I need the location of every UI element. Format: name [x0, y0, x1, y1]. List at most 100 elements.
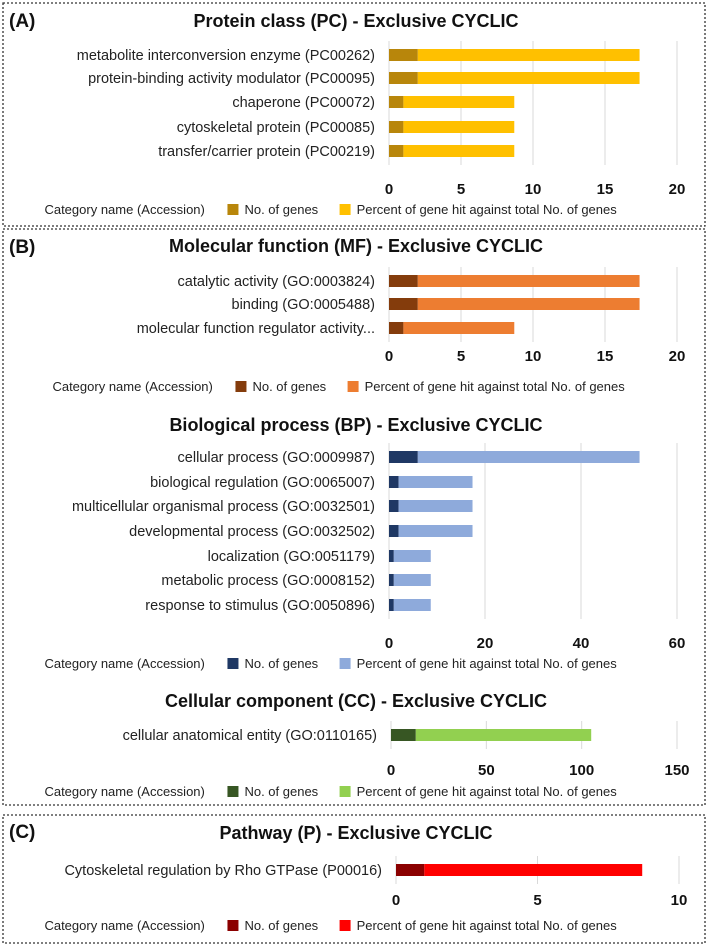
bar-percent-gene-hit: [393, 599, 431, 611]
bar-percent-gene-hit: [398, 500, 473, 512]
category-label: transfer/carrier protein (PC00219): [158, 144, 375, 160]
category-label: response to stimulus (GO:0050896): [145, 598, 375, 614]
bar-percent-gene-hit: [393, 550, 431, 562]
category-label: developmental process (GO:0032502): [129, 524, 375, 540]
legend-category-label: Category name (Accession): [44, 656, 204, 671]
bar-percent-gene-hit: [403, 96, 515, 108]
x-tick-label: 5: [533, 892, 541, 909]
category-label: cytoskeletal protein (PC00085): [177, 120, 375, 136]
legend-swatch-no-of-genes: [227, 658, 239, 669]
bar-no-of-genes: [389, 599, 394, 611]
panel-label-a: (A): [9, 11, 35, 32]
chart-title: Pathway (P) - Exclusive CYCLIC: [219, 823, 492, 843]
x-tick-label: 50: [478, 762, 495, 779]
legend-swatch-no-of-genes: [235, 381, 247, 392]
legend-category-label: Category name (Accession): [44, 918, 204, 933]
x-tick-label: 40: [573, 635, 590, 652]
category-label: cellular anatomical entity (GO:0110165): [123, 728, 377, 744]
bar-percent-gene-hit: [403, 145, 515, 157]
bar-no-of-genes: [389, 500, 399, 512]
bar-no-of-genes: [389, 49, 418, 61]
legend-category-label: Category name (Accession): [52, 379, 212, 394]
legend-category-label: Category name (Accession): [44, 202, 204, 217]
x-tick-label: 0: [392, 892, 400, 909]
bar-percent-gene-hit: [417, 49, 640, 61]
charts-layer: Protein class (PC) - Exclusive CYCLIC 0 5 1…: [44, 11, 689, 933]
legend-label-percent: Percent of gene hit against total No. of…: [357, 656, 618, 671]
x-tick-label: 0: [385, 181, 393, 198]
bar-no-of-genes: [389, 451, 418, 463]
x-tick-label: 20: [669, 181, 686, 198]
panel-label-c: (C): [9, 822, 35, 843]
legend-swatch-percent: [347, 381, 359, 392]
bar-no-of-genes: [389, 145, 404, 157]
legend-category-label: Category name (Accession): [44, 784, 204, 799]
legend-swatch-percent: [339, 920, 351, 931]
x-tick-label: 0: [387, 762, 395, 779]
chart-title: Molecular function (MF) - Exclusive CYCL…: [169, 236, 543, 256]
category-label: molecular function regulator activity...: [137, 321, 375, 337]
category-label: cellular process (GO:0009987): [178, 450, 375, 466]
bar-no-of-genes: [389, 275, 418, 287]
x-tick-label: 150: [664, 762, 689, 779]
bar-no-of-genes: [391, 729, 416, 741]
chart-title: Biological process (BP) - Exclusive CYCL…: [169, 415, 542, 435]
category-label: Cytoskeletal regulation by Rho GTPase (P…: [64, 863, 382, 879]
x-tick-label: 20: [669, 348, 686, 365]
category-label: localization (GO:0051179): [208, 549, 375, 565]
x-tick-label: 0: [385, 348, 393, 365]
bar-no-of-genes: [389, 322, 404, 334]
chart-3: Biological process (BP) - Exclusive CYCL…: [44, 415, 685, 671]
legend-swatch-no-of-genes: [227, 786, 239, 797]
bar-percent-gene-hit: [393, 574, 431, 586]
category-label: metabolite interconversion enzyme (PC002…: [77, 48, 375, 64]
chart-5: Pathway (P) - Exclusive CYCLIC 0 5 10 Cytosk…: [44, 823, 687, 933]
bar-no-of-genes: [389, 574, 394, 586]
legend-label-no-of-genes: No. of genes: [244, 656, 318, 671]
legend-label-percent: Percent of gene hit against total No. of…: [357, 202, 618, 217]
bar-no-of-genes: [389, 476, 399, 488]
category-label: biological regulation (GO:0065007): [150, 475, 375, 491]
bar-percent-gene-hit: [403, 322, 515, 334]
legend-label-no-of-genes: No. of genes: [252, 379, 326, 394]
bar-percent-gene-hit: [403, 121, 515, 133]
x-tick-label: 10: [525, 181, 542, 198]
panel-c-frame: [2, 814, 706, 944]
bar-no-of-genes: [389, 72, 418, 84]
category-label: chaperone (PC00072): [232, 95, 375, 111]
bar-no-of-genes: [389, 298, 418, 310]
x-tick-label: 0: [385, 635, 393, 652]
x-tick-label: 100: [569, 762, 594, 779]
bar-no-of-genes: [389, 121, 404, 133]
legend-swatch-percent: [339, 204, 351, 215]
bar-percent-gene-hit: [424, 864, 643, 876]
x-tick-label: 15: [597, 181, 614, 198]
bar-no-of-genes: [389, 96, 404, 108]
x-tick-label: 15: [597, 348, 614, 365]
legend-label-percent: Percent of gene hit against total No. of…: [357, 784, 618, 799]
chart-title: Protein class (PC) - Exclusive CYCLIC: [193, 11, 518, 31]
panel-label-b: (B): [9, 237, 35, 258]
bar-percent-gene-hit: [417, 298, 640, 310]
bar-percent-gene-hit: [417, 72, 640, 84]
bar-percent-gene-hit: [398, 525, 473, 537]
category-label: metabolic process (GO:0008152): [161, 573, 375, 589]
bar-percent-gene-hit: [415, 729, 592, 741]
chart-1: Protein class (PC) - Exclusive CYCLIC 0 5 1…: [44, 11, 685, 217]
category-label: binding (GO:0005488): [232, 297, 376, 313]
bar-no-of-genes: [389, 525, 399, 537]
panel-a-frame: [2, 2, 706, 227]
bar-percent-gene-hit: [417, 451, 640, 463]
x-tick-label: 5: [457, 348, 465, 365]
legend-label-percent: Percent of gene hit against total No. of…: [365, 379, 626, 394]
legend-swatch-no-of-genes: [227, 920, 239, 931]
bar-percent-gene-hit: [398, 476, 473, 488]
legend-swatch-percent: [339, 658, 351, 669]
legend-label-no-of-genes: No. of genes: [244, 918, 318, 933]
legend-label-no-of-genes: No. of genes: [244, 202, 318, 217]
panel-b-frame: [2, 228, 706, 806]
chart-2: Molecular function (MF) - Exclusive CYCL…: [52, 236, 685, 394]
legend-label-percent: Percent of gene hit against total No. of…: [357, 918, 618, 933]
bar-no-of-genes: [396, 864, 425, 876]
